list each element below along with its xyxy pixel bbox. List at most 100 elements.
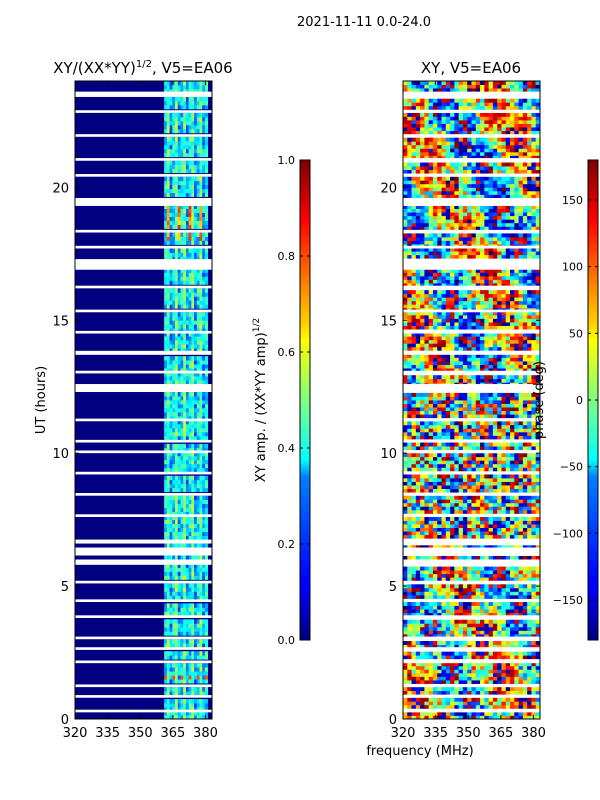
amp-cell — [196, 140, 200, 146]
amp-cell — [172, 212, 176, 217]
phase-cell — [514, 407, 519, 412]
amp-cell — [196, 296, 200, 301]
phase-cell — [505, 364, 511, 369]
phase-cell — [467, 612, 472, 617]
amp-cell — [199, 128, 203, 134]
phase-cell — [415, 456, 421, 461]
phase-cell — [415, 609, 421, 614]
amp-cell — [183, 575, 187, 580]
phase-cell — [475, 332, 481, 337]
phase-cell — [510, 431, 515, 436]
amp-cell — [202, 447, 206, 453]
amp-cell — [204, 423, 209, 429]
phase-cell — [497, 545, 502, 550]
phase-cell — [458, 711, 464, 716]
amp-cell — [204, 220, 209, 225]
phase-cell — [454, 467, 460, 472]
amp-cell — [185, 280, 190, 285]
amp-cell — [196, 240, 200, 245]
phase-cell — [441, 403, 447, 408]
phase-cell — [420, 697, 425, 702]
phase-cell — [441, 506, 447, 511]
amp-cell — [204, 344, 209, 349]
phase-cell — [471, 704, 477, 709]
amp-cell — [204, 555, 209, 560]
phase-cell — [420, 591, 425, 596]
phase-cell — [403, 665, 408, 670]
amp-cell — [202, 495, 206, 501]
phase-cell — [501, 339, 507, 344]
amp-cell — [175, 631, 179, 636]
amp-cell — [166, 340, 170, 345]
phase-cell — [458, 428, 464, 433]
amp-cell — [183, 679, 187, 684]
amp-cell — [188, 232, 192, 237]
phase-cell — [531, 690, 537, 695]
phase-cell — [471, 495, 477, 500]
phase-cell — [403, 428, 408, 433]
amp-cell — [180, 140, 184, 146]
phase-cell — [432, 431, 438, 436]
amp-cell — [199, 451, 203, 457]
amp-cell — [166, 663, 170, 668]
phase-cell — [484, 336, 490, 341]
phase-cell — [535, 680, 540, 684]
amp-cell — [183, 380, 187, 385]
amp-cell — [183, 583, 187, 588]
phase-cell — [505, 446, 511, 451]
phase-cell — [492, 339, 498, 344]
amp-cell — [177, 451, 181, 457]
phase-cell — [527, 605, 532, 610]
amp-cell — [204, 495, 209, 501]
phase-cell — [407, 531, 412, 536]
phase-cell — [522, 396, 528, 401]
phase-cell — [415, 499, 421, 504]
amp-cell — [188, 364, 192, 369]
amp-cell — [196, 344, 200, 349]
amp-cell — [202, 619, 206, 624]
phase-cell — [480, 392, 485, 397]
amp-cell — [177, 216, 181, 221]
amp-cell — [175, 280, 179, 285]
phase-cell — [522, 623, 528, 628]
phase-cell — [445, 509, 451, 514]
amp-cell — [199, 360, 203, 365]
amp-cell — [188, 312, 192, 317]
amp-cell — [188, 639, 192, 644]
amp-cell — [180, 703, 184, 708]
phase-cell — [428, 662, 434, 667]
phase-cell — [484, 421, 490, 426]
phase-cell — [454, 311, 460, 316]
amp-cell — [164, 120, 168, 126]
amp-cell — [188, 100, 192, 106]
amp-cell — [180, 372, 184, 377]
phase-cell — [437, 474, 442, 479]
amp-cell — [172, 180, 176, 186]
amp-cell — [175, 396, 179, 401]
amp-cell — [202, 511, 206, 517]
amp-cell — [194, 687, 198, 692]
phase-cell — [501, 375, 507, 380]
phase-cell — [484, 630, 490, 635]
phase-cell — [428, 623, 434, 628]
phase-cell — [471, 403, 477, 408]
phase-cell — [411, 623, 417, 628]
amp-cell — [194, 124, 198, 130]
phase-cell — [471, 421, 477, 426]
phase-cell — [531, 655, 537, 660]
phase-cell — [518, 690, 524, 695]
amp-cell — [202, 679, 206, 684]
phase-cell — [514, 609, 519, 614]
phase-cell — [450, 655, 455, 660]
amp-cell — [164, 415, 168, 421]
phase-cell — [411, 378, 417, 383]
phase-cell — [497, 697, 502, 702]
phase-cell — [437, 499, 442, 504]
phase-cell — [467, 410, 472, 415]
amp-cell — [183, 372, 187, 377]
phase-cell — [428, 431, 434, 436]
phase-cell — [484, 669, 490, 674]
amp-cell — [180, 148, 184, 154]
phase-cell — [505, 573, 511, 578]
amp-cell — [185, 679, 190, 684]
